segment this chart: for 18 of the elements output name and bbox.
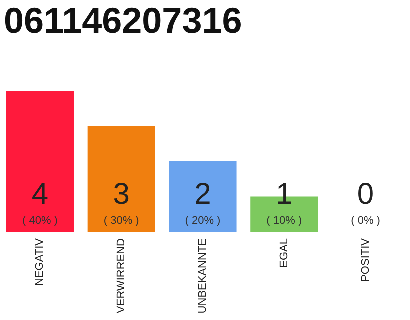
bar	[88, 126, 156, 232]
data-label: 4	[32, 178, 49, 211]
annotation: ( 0% )	[351, 215, 380, 227]
x-tick-label: POSITIV	[360, 238, 372, 282]
annotation: ( 10% )	[266, 215, 302, 227]
annotation: ( 30% )	[104, 215, 140, 227]
x-tick-label: UNBEKANNTE	[197, 238, 209, 314]
data-label: 2	[194, 178, 212, 211]
data-label: 3	[113, 178, 130, 211]
x-tick-label: NEGATIV	[34, 238, 46, 286]
x-tick-label: EGAL	[278, 238, 290, 268]
x-tick-label: VERWIRREND	[116, 238, 128, 314]
chart-title: 061146207316	[4, 0, 242, 41]
data-label: 0	[357, 178, 374, 211]
annotation: ( 40% )	[22, 215, 58, 227]
bar	[6, 91, 74, 232]
bar	[169, 162, 237, 232]
annotation: ( 20% )	[185, 215, 221, 227]
